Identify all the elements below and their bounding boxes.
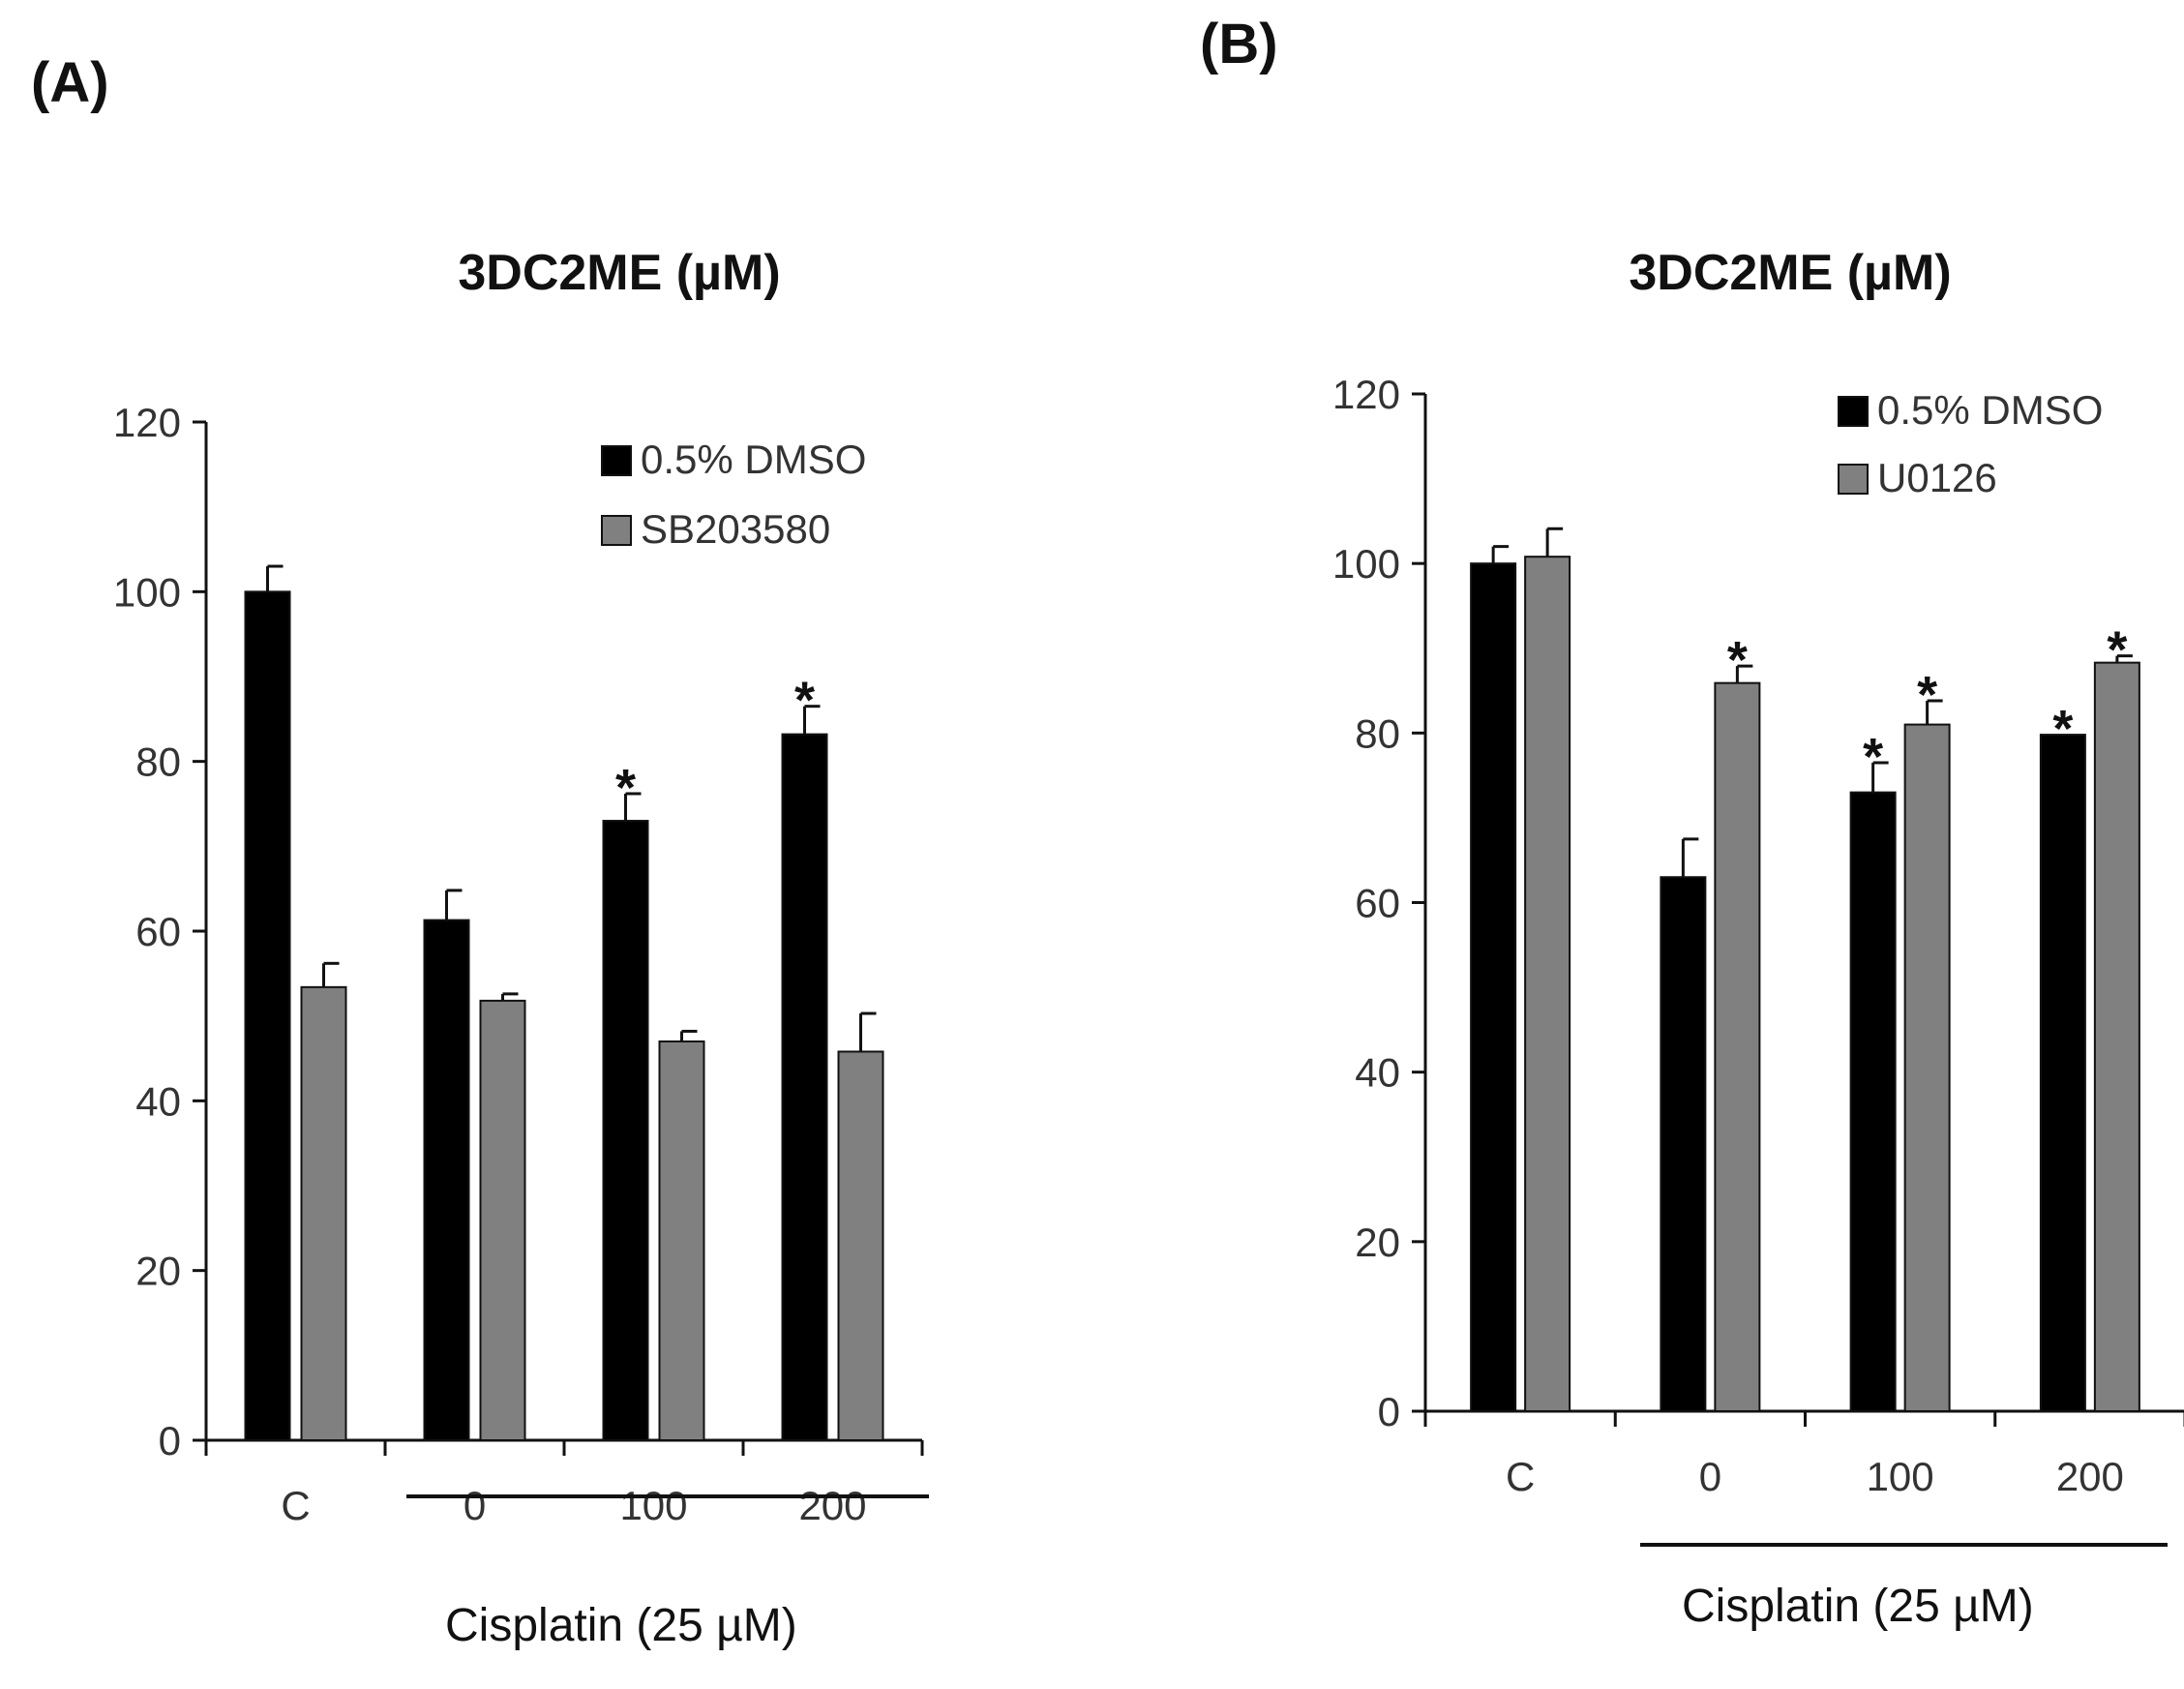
chart-a-y-tick-label: 120 xyxy=(113,400,181,445)
chart-b-category-label: 0 xyxy=(1699,1454,1721,1499)
chart-b-y-tick-label: 0 xyxy=(1378,1389,1400,1434)
chart-b-bar xyxy=(1849,791,1897,1412)
chart-b-legend-swatch xyxy=(1838,464,1869,495)
chart-b-y-tick-label: 80 xyxy=(1355,710,1400,756)
chart-a-bar xyxy=(423,919,470,1441)
panel-b-cisplatin-label: Cisplatin (25 µM) xyxy=(1682,1581,2034,1632)
chart-a-bar xyxy=(602,820,649,1441)
chart-a-bar xyxy=(837,1050,884,1442)
chart-a-y-tick-label: 60 xyxy=(135,909,181,954)
chart-a-y-tick-label: 80 xyxy=(135,739,181,785)
chart-b-legend-swatch xyxy=(1838,396,1869,427)
chart-b-bar xyxy=(1714,681,1761,1412)
chart-a-bar xyxy=(781,733,828,1441)
chart-b-legend-label: U0126 xyxy=(1877,455,1997,500)
chart-b-y-tick-label: 40 xyxy=(1355,1050,1400,1096)
chart-a-y-tick-label: 20 xyxy=(135,1249,181,1294)
chart-b-category-label: 200 xyxy=(2056,1454,2124,1499)
chart-b-bar xyxy=(1660,876,1707,1412)
chart-b-y-tick-label: 100 xyxy=(1332,541,1400,587)
chart-a-bar xyxy=(479,999,526,1442)
chart-a-bar xyxy=(300,985,347,1441)
panel-a-cisplatin-bracket xyxy=(406,1494,929,1498)
chart-a-legend-swatch xyxy=(601,515,632,546)
chart-b-category-label: 100 xyxy=(1867,1454,1934,1499)
chart-b-legend-label: 0.5% DMSO xyxy=(1877,387,2103,433)
panel-a-title: 3DC2ME (µM) xyxy=(458,245,781,301)
chart-b-y-tick-label: 60 xyxy=(1355,881,1400,926)
chart-a: 0 20 40 60 80 100 120 C 0 100 * 200 * 0.5% DMSO SB2035… xyxy=(113,400,924,1528)
chart-a-y-tick-label: 100 xyxy=(113,569,181,615)
chart-a-y-tick-label: 0 xyxy=(159,1418,181,1463)
chart-a-significance-star: * xyxy=(615,759,636,817)
chart-b-bar xyxy=(2039,734,2086,1412)
chart-b-y-tick-label: 120 xyxy=(1332,372,1400,417)
chart-a-category-label: C xyxy=(281,1483,310,1528)
panel-a-label: (A) xyxy=(31,51,109,114)
chart-b-bar xyxy=(2093,661,2140,1412)
chart-a-y-tick-label: 40 xyxy=(135,1078,181,1124)
panel-a-cisplatin-label: Cisplatin (25 µM) xyxy=(445,1600,797,1651)
panel-b-title: 3DC2ME (µM) xyxy=(1629,245,1952,301)
chart-a-legend-swatch xyxy=(601,445,632,476)
chart-b-significance-star: * xyxy=(1863,728,1883,786)
chart-a-legend-label: SB203580 xyxy=(641,506,830,552)
chart-a-category-label: 0 xyxy=(464,1483,486,1528)
chart-a-significance-star: * xyxy=(794,672,815,730)
chart-b-bar xyxy=(1903,723,1951,1412)
chart-b-significance-star: * xyxy=(2052,700,2073,758)
chart-a-category-label: 100 xyxy=(619,1483,687,1528)
chart-a-bar xyxy=(244,590,291,1441)
chart-b-significance-star: * xyxy=(1727,631,1748,689)
chart-b: 0 20 40 60 80 100 120 C 0 * 100 * * 200 * * 0.5% DMSO U01… xyxy=(1332,372,2184,1499)
chart-b-significance-star: * xyxy=(2107,621,2127,679)
panel-b-cisplatin-bracket xyxy=(1640,1543,2168,1547)
chart-b-category-label: C xyxy=(1506,1454,1535,1499)
chart-b-bar xyxy=(1470,562,1517,1412)
chart-a-category-label: 200 xyxy=(798,1483,866,1528)
chart-a-legend-label: 0.5% DMSO xyxy=(641,437,866,482)
chart-a-bar xyxy=(658,1040,705,1441)
chart-b-y-tick-label: 20 xyxy=(1355,1220,1400,1265)
chart-b-bar xyxy=(1524,556,1571,1412)
panel-b-label: (B) xyxy=(1200,13,1278,75)
chart-b-significance-star: * xyxy=(1917,666,1937,724)
